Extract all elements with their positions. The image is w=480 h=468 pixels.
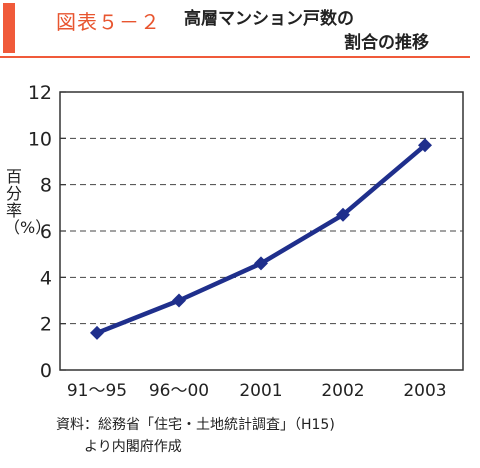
- data-point-marker: [90, 325, 104, 340]
- source-note-line2: より内閣府作成: [84, 439, 182, 455]
- y-tick-label: 8: [40, 175, 52, 197]
- y-tick-label: 2: [40, 314, 52, 336]
- series-group: [90, 138, 432, 340]
- y-tick-label: 10: [28, 128, 52, 150]
- data-point-marker: [418, 138, 432, 153]
- source-note-line1: 資料：総務省「住宅・土地統計調査」（H15): [56, 417, 335, 433]
- x-tick-label: 2002: [321, 381, 364, 401]
- chart-title-line1: 高層マンション戸数の: [184, 9, 354, 29]
- x-tick-labels: 91〜95 96〜00 2001 2002 2003: [67, 381, 447, 401]
- x-tick-label: 96〜00: [149, 381, 209, 401]
- x-tick-label: 91〜95: [67, 381, 127, 401]
- chart-title-line2: 割合の推移: [344, 33, 429, 53]
- figure-label: 図表５－２: [56, 10, 161, 34]
- line-chart: 0 2 4 6 8 10 12 91〜95 96〜00 2001 2002 2003: [28, 82, 464, 401]
- series-line: [96, 143, 427, 336]
- data-point-marker: [336, 207, 350, 222]
- data-point-marker: [254, 256, 268, 271]
- y-tick-label: 6: [40, 221, 52, 243]
- y-tick-label: 0: [40, 360, 52, 382]
- grid-lines: [60, 137, 463, 325]
- y-tick-label: 4: [40, 267, 52, 289]
- header-rule: [0, 56, 470, 58]
- figure-badge: [3, 3, 15, 53]
- data-point-marker: [172, 293, 186, 308]
- x-tick-label: 2001: [239, 381, 282, 401]
- y-tick-labels: 0 2 4 6 8 10 12: [28, 82, 66, 382]
- y-tick-label: 12: [28, 82, 52, 104]
- x-tick-label: 2003: [403, 381, 446, 401]
